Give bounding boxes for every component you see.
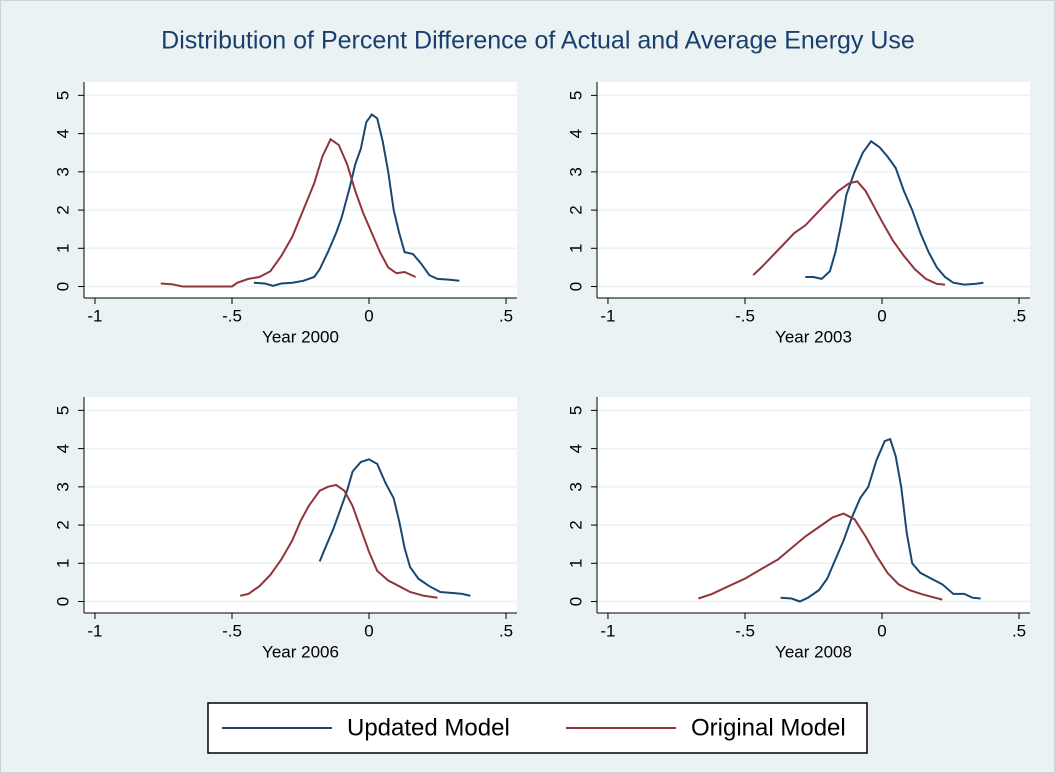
x-tick-label: -.5 — [222, 621, 242, 640]
y-tick-label: 5 — [53, 406, 72, 415]
y-tick-label: 3 — [566, 167, 585, 176]
x-tick-label: -.5 — [735, 306, 755, 325]
x-tick-label: -.5 — [735, 621, 755, 640]
x-tick-label: 0 — [877, 621, 886, 640]
x-tick-label: 0 — [877, 306, 886, 325]
y-tick-label: 5 — [566, 91, 585, 100]
x-tick-label: -.5 — [222, 306, 242, 325]
y-tick-label: 0 — [53, 597, 72, 606]
x-tick-label: .5 — [499, 306, 513, 325]
x-axis-label: Year 2006 — [262, 642, 339, 661]
x-axis-label: Year 2008 — [775, 642, 852, 661]
y-tick-label: 0 — [566, 597, 585, 606]
x-tick-label: .5 — [1012, 306, 1026, 325]
y-tick-label: 4 — [53, 444, 72, 453]
x-tick-label: -1 — [87, 621, 102, 640]
plot-area — [597, 82, 1030, 298]
y-tick-label: 2 — [566, 520, 585, 529]
x-tick-label: -1 — [600, 621, 615, 640]
y-tick-label: 4 — [566, 129, 585, 138]
y-tick-label: 2 — [566, 205, 585, 214]
x-tick-label: 0 — [364, 306, 373, 325]
legend-text: Original Model — [691, 714, 846, 741]
y-tick-label: 1 — [566, 559, 585, 568]
x-axis-label: Year 2003 — [775, 327, 852, 346]
x-tick-label: 0 — [364, 621, 373, 640]
y-tick-label: 3 — [53, 167, 72, 176]
series-line — [160, 137, 417, 288]
plot-area — [597, 397, 1030, 613]
y-tick-label: 1 — [53, 559, 72, 568]
x-axis-label: Year 2000 — [262, 327, 339, 346]
y-tick-label: 5 — [566, 406, 585, 415]
series-line — [239, 483, 438, 599]
legend-text: Updated Model — [347, 714, 510, 741]
series-line — [253, 113, 460, 287]
y-tick-label: 1 — [566, 244, 585, 253]
y-tick-label: 2 — [53, 520, 72, 529]
chart-title: Distribution of Percent Difference of Ac… — [161, 27, 915, 55]
series-line — [698, 512, 943, 601]
x-tick-label: .5 — [499, 621, 513, 640]
series-line — [752, 180, 946, 286]
plot-area — [84, 397, 517, 613]
y-tick-label: 5 — [53, 91, 72, 100]
y-tick-label: 3 — [53, 482, 72, 491]
series-line — [805, 139, 984, 286]
y-tick-label: 4 — [53, 129, 72, 138]
x-tick-label: -1 — [87, 306, 102, 325]
y-tick-label: 0 — [566, 282, 585, 291]
y-tick-label: 0 — [53, 282, 72, 291]
y-tick-label: 3 — [566, 482, 585, 491]
series-line — [780, 437, 981, 603]
series-line — [318, 458, 471, 597]
y-tick-label: 4 — [566, 444, 585, 453]
plot-area — [84, 82, 517, 298]
x-tick-label: -1 — [600, 306, 615, 325]
y-tick-label: 1 — [53, 244, 72, 253]
x-tick-label: .5 — [1012, 621, 1026, 640]
y-tick-label: 2 — [53, 205, 72, 214]
